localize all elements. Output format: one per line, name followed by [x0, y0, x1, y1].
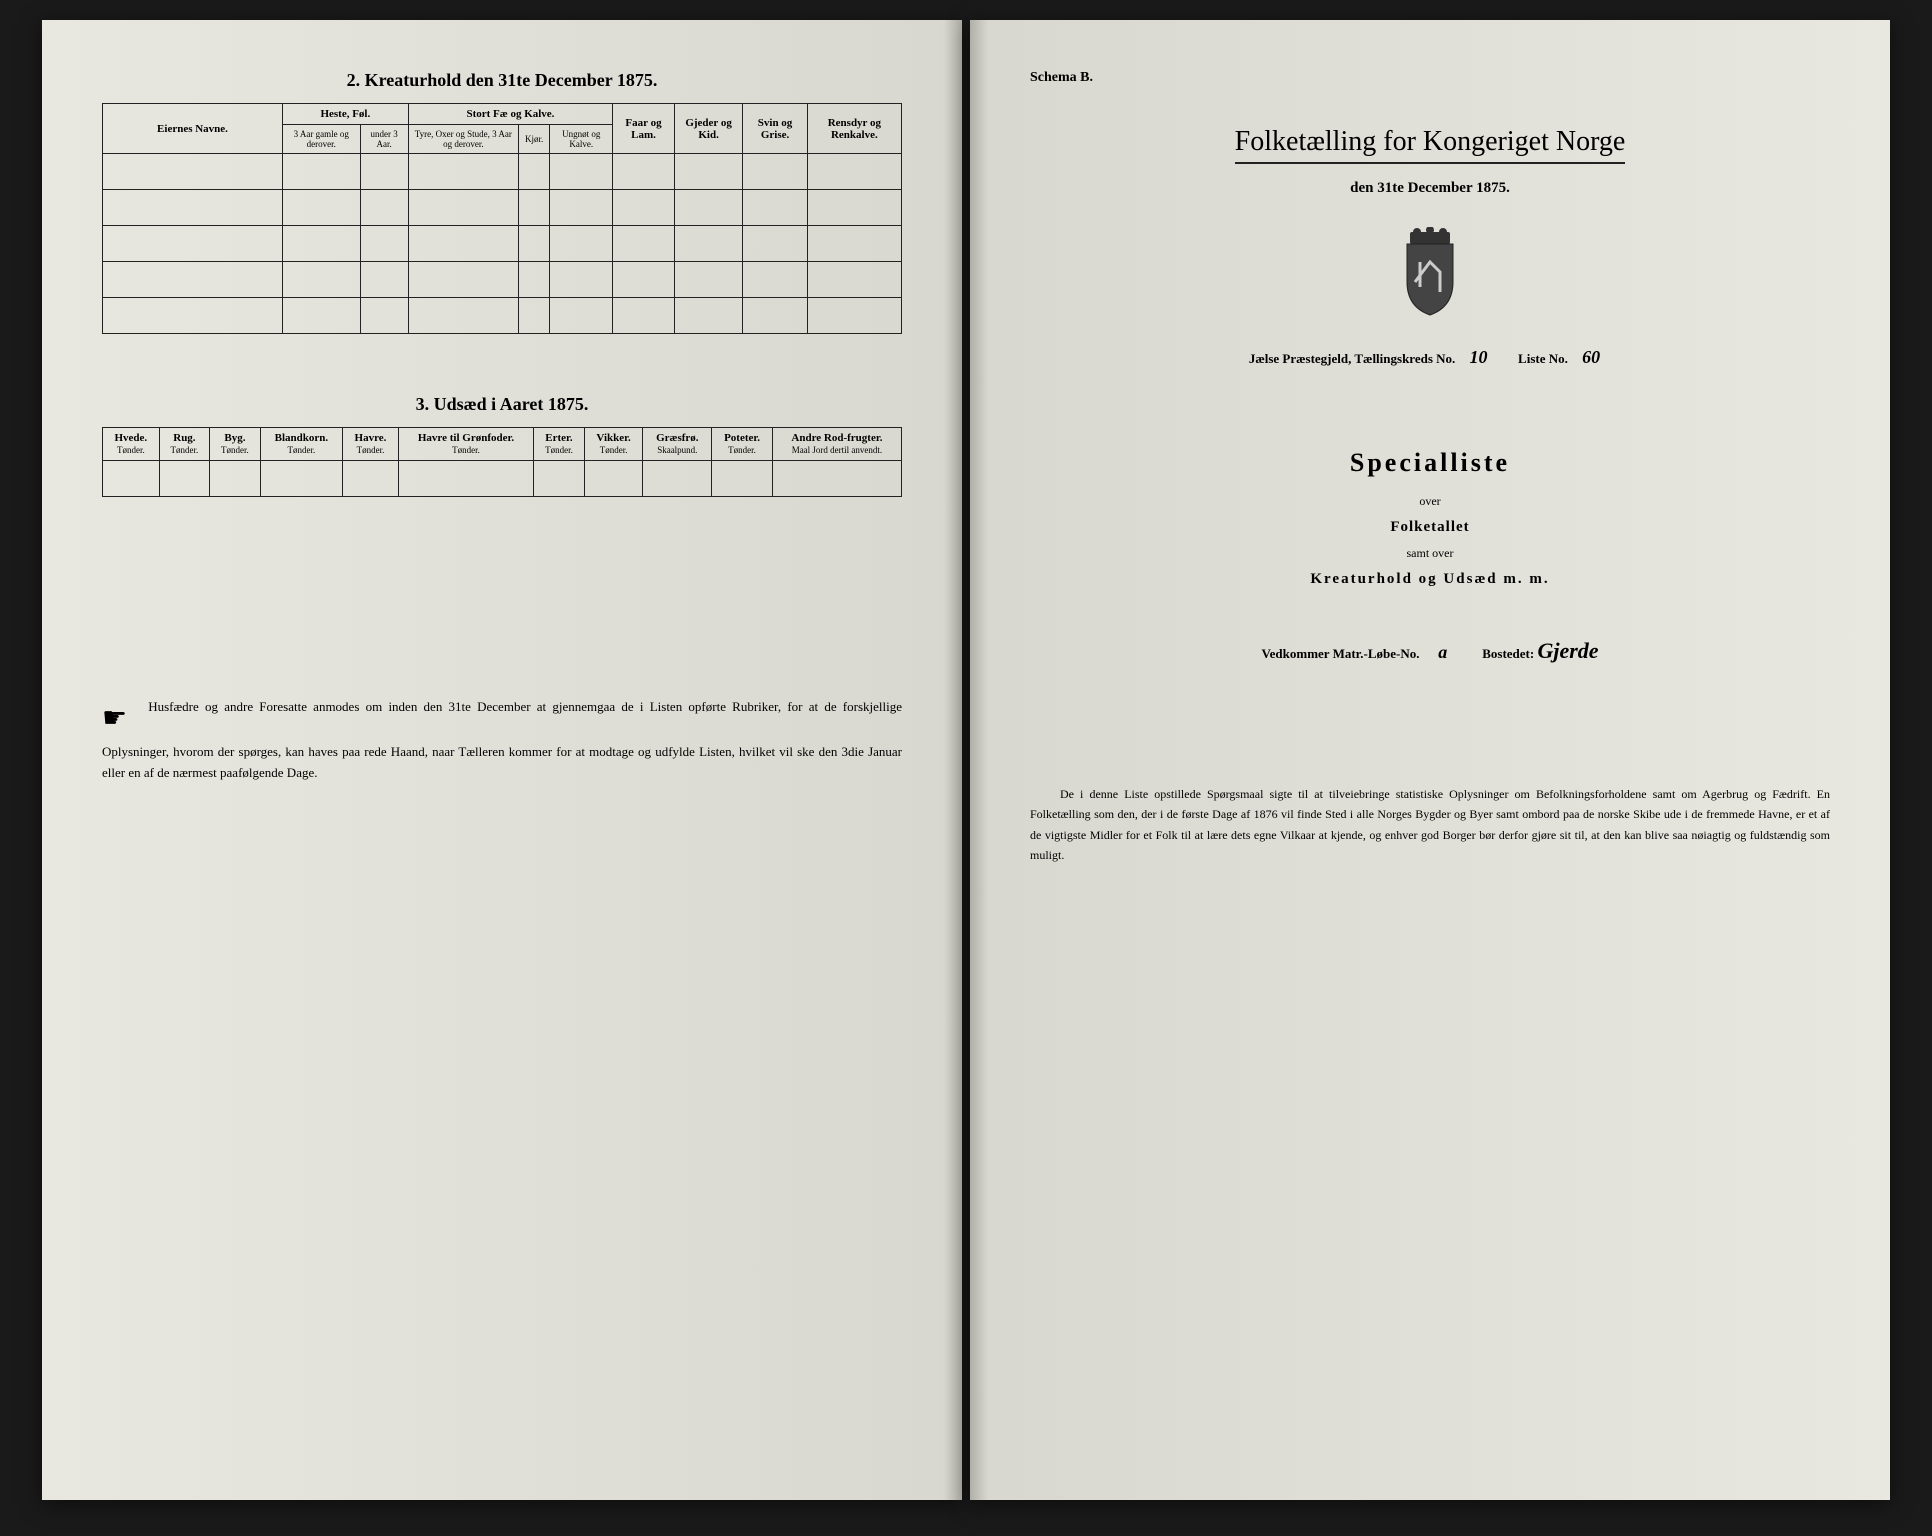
- special-list-title: Specialliste: [1030, 448, 1830, 478]
- table-row: [103, 262, 902, 298]
- liste-number: 60: [1571, 347, 1611, 368]
- col-greenoats: Havre til Grønfoder.Tønder.: [398, 428, 533, 461]
- col-sheep: Faar og Lam.: [613, 104, 675, 154]
- col-horses-under3: under 3 Aar.: [360, 125, 408, 154]
- samt-label: samt over: [1030, 546, 1830, 561]
- table-row: [103, 154, 902, 190]
- vedkommer-line: Vedkommer Matr.-Løbe-No. a Bostedet: Gje…: [1030, 638, 1830, 664]
- col-peas: Erter.Tønder.: [534, 428, 585, 461]
- seed-table: Hvede.Tønder. Rug.Tønder. Byg.Tønder. Bl…: [102, 427, 902, 497]
- coat-of-arms-icon: [1395, 227, 1465, 317]
- kreatur-label: Kreaturhold og Udsæd m. m.: [1030, 571, 1830, 588]
- matr-number: a: [1423, 642, 1463, 663]
- footnote-text: Husfædre og andre Foresatte anmodes om i…: [102, 699, 902, 780]
- col-calves: Ungnøt og Kalve.: [550, 125, 613, 154]
- col-pigs: Svin og Grise.: [743, 104, 807, 154]
- over-label: over: [1030, 494, 1830, 509]
- col-rye: Rug.Tønder.: [159, 428, 210, 461]
- schema-label: Schema B.: [1030, 70, 1830, 86]
- parish-line: Jælse Præstegjeld, Tællingskreds No. 10 …: [1030, 347, 1830, 368]
- col-goats: Gjeder og Kid.: [674, 104, 743, 154]
- col-wheat: Hvede.Tønder.: [103, 428, 160, 461]
- census-subtitle: den 31te December 1875.: [1030, 180, 1830, 197]
- table-row: [103, 298, 902, 334]
- census-title: Folketælling for Kongeriget Norge: [1235, 126, 1626, 164]
- col-rootveg: Andre Rod-frugter.Maal Jord dertil anven…: [772, 428, 901, 461]
- parish-prefix: Jælse Præstegjeld, Tællingskreds No.: [1249, 351, 1455, 366]
- document-spread: 2. Kreaturhold den 31te December 1875. E…: [42, 20, 1890, 1516]
- livestock-table: Eiernes Navne. Heste, Føl. Stort Fæ og K…: [102, 103, 902, 334]
- table-row: [103, 226, 902, 262]
- table2-title: 2. Kreaturhold den 31te December 1875.: [102, 70, 902, 91]
- table-row: [103, 190, 902, 226]
- pointing-hand-icon: ☛: [102, 697, 142, 742]
- vedkommer-label: Vedkommer Matr.-Løbe-No.: [1261, 646, 1419, 661]
- liste-label: Liste No.: [1518, 351, 1568, 366]
- col-group-horses: Heste, Føl.: [283, 104, 409, 125]
- bostedet-value: Gjerde: [1537, 638, 1598, 664]
- col-oats: Havre.Tønder.: [343, 428, 399, 461]
- right-footnote: De i denne Liste opstillede Spørgsmaal s…: [1030, 784, 1830, 866]
- folketallet-label: Folketallet: [1030, 519, 1830, 536]
- kreds-number: 10: [1459, 347, 1499, 368]
- left-page: 2. Kreaturhold den 31te December 1875. E…: [42, 20, 962, 1500]
- col-vetch: Vikker.Tønder.: [584, 428, 643, 461]
- col-group-cattle: Stort Fæ og Kalve.: [408, 104, 612, 125]
- col-bulls: Tyre, Oxer og Stude, 3 Aar og derover.: [408, 125, 518, 154]
- col-owners: Eiernes Navne.: [103, 104, 283, 154]
- col-horses-3plus: 3 Aar gamle og derover.: [283, 125, 361, 154]
- table-row: [103, 461, 902, 497]
- col-barley: Byg.Tønder.: [210, 428, 261, 461]
- bostedet-label: Bostedet:: [1482, 646, 1534, 661]
- left-footnote: ☛ Husfædre og andre Foresatte anmodes om…: [102, 697, 902, 783]
- col-mixed: Blandkorn.Tønder.: [260, 428, 342, 461]
- col-reindeer: Rensdyr og Renkalve.: [807, 104, 901, 154]
- table3-title: 3. Udsæd i Aaret 1875.: [102, 394, 902, 415]
- col-cows: Kjør.: [519, 125, 550, 154]
- col-grassseed: Græsfrø.Skaalpund.: [643, 428, 712, 461]
- right-page: Schema B. Folketælling for Kongeriget No…: [970, 20, 1890, 1500]
- seed-header-row: Hvede.Tønder. Rug.Tønder. Byg.Tønder. Bl…: [103, 428, 902, 461]
- col-potatoes: Poteter.Tønder.: [712, 428, 773, 461]
